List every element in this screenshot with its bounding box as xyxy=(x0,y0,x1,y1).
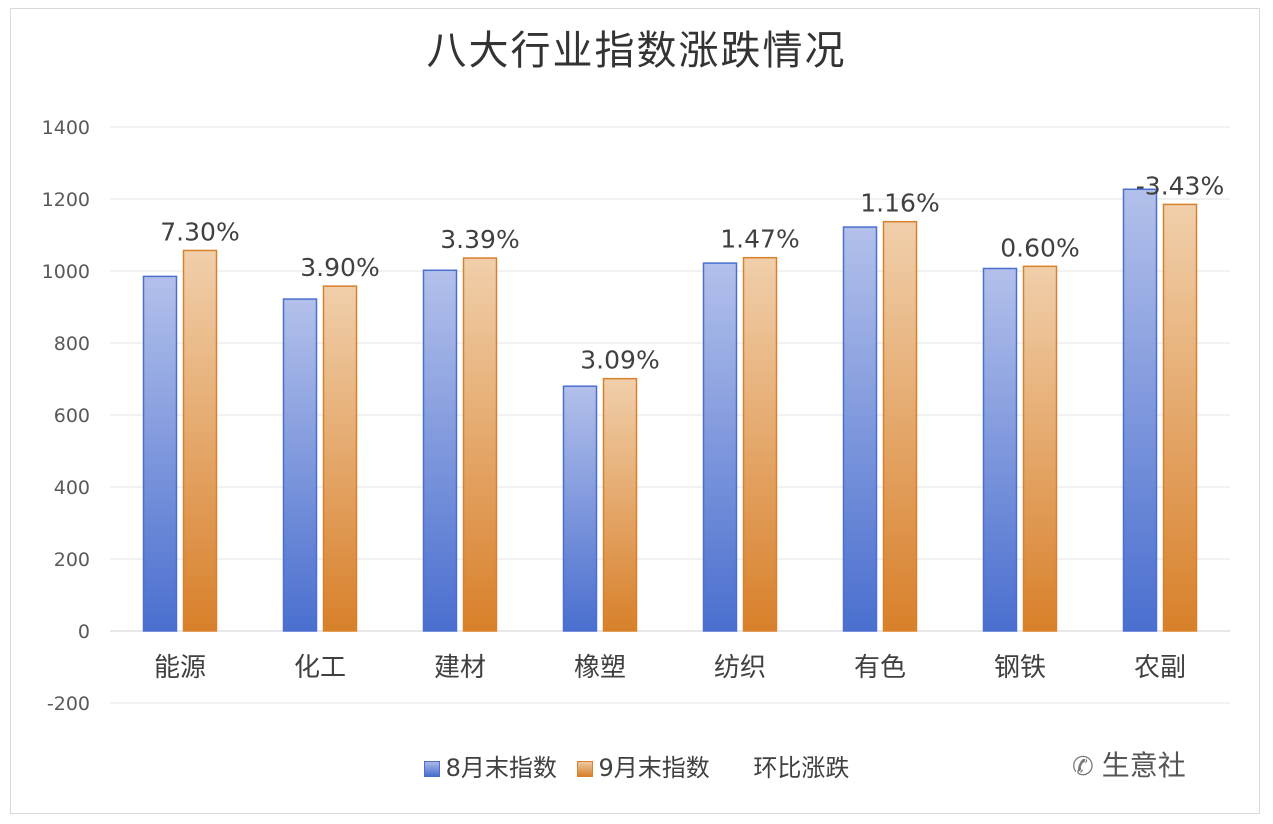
y-tick-label: 800 xyxy=(54,333,90,355)
legend-label-aug: 8月末指数 xyxy=(445,754,557,782)
data-label: 3.09% xyxy=(580,346,659,375)
x-tick-label: 农副 xyxy=(1134,653,1186,683)
bar-sep xyxy=(882,220,918,632)
bar-aug xyxy=(142,275,178,632)
x-tick-label: 钢铁 xyxy=(994,653,1046,683)
bar-aug xyxy=(282,298,318,632)
x-tick-label: 纺织 xyxy=(714,653,766,683)
watermark: ✆ 生意社 xyxy=(1072,744,1186,784)
y-tick-label: 200 xyxy=(54,549,90,571)
bar-aug xyxy=(1122,188,1158,632)
y-tick-label: 1200 xyxy=(42,189,90,211)
x-tick-label: 有色 xyxy=(854,653,906,683)
legend-swatch-sep xyxy=(576,761,593,777)
data-label: 3.90% xyxy=(300,253,379,282)
y-tick-label: 600 xyxy=(54,405,90,427)
bar-aug xyxy=(702,262,738,632)
bar-sep xyxy=(742,256,778,632)
bar-sep xyxy=(462,257,498,632)
wechat-icon: ✆ xyxy=(1072,752,1094,782)
bar-aug xyxy=(982,267,1018,632)
bar-aug xyxy=(562,385,598,632)
y-tick-label: 1400 xyxy=(42,117,90,139)
bar-sep xyxy=(1022,265,1058,632)
x-tick-label: 建材 xyxy=(434,653,486,683)
legend-label-change: 环比涨跌 xyxy=(753,754,850,782)
data-label: 1.16% xyxy=(860,189,939,218)
data-label: -3.43% xyxy=(1136,171,1224,200)
watermark-text: 生意社 xyxy=(1101,749,1186,782)
legend-label-sep: 9月末指数 xyxy=(598,754,710,782)
data-label: 1.47% xyxy=(720,225,799,254)
data-label: 0.60% xyxy=(1000,233,1079,262)
x-tick-label: 橡塑 xyxy=(574,653,626,683)
x-tick-label: 化工 xyxy=(294,653,346,683)
legend-item-change: 环比涨跌 xyxy=(753,748,849,783)
y-tick-label: -200 xyxy=(47,693,90,715)
y-tick-label: 400 xyxy=(54,477,90,499)
legend-item-sep: 9月末指数 xyxy=(576,748,710,783)
data-label: 7.30% xyxy=(160,217,239,246)
legend-swatch-aug xyxy=(423,761,440,777)
x-tick-label: 能源 xyxy=(154,653,206,683)
y-tick-label: 0 xyxy=(78,621,90,643)
bar-sep xyxy=(602,377,638,632)
chart-title: 八大行业指数涨跌情况 xyxy=(426,28,847,74)
bar-sep xyxy=(182,249,218,632)
legend: 8月末指数 9月末指数 环比涨跌 xyxy=(0,748,1273,783)
bar-aug xyxy=(842,226,878,632)
bar-sep xyxy=(322,285,358,632)
bar-sep xyxy=(1162,203,1198,632)
legend-item-aug: 8月末指数 xyxy=(423,748,557,783)
data-label: 3.39% xyxy=(440,225,519,254)
y-tick-label: 1000 xyxy=(42,261,90,283)
bar-aug xyxy=(422,269,458,632)
